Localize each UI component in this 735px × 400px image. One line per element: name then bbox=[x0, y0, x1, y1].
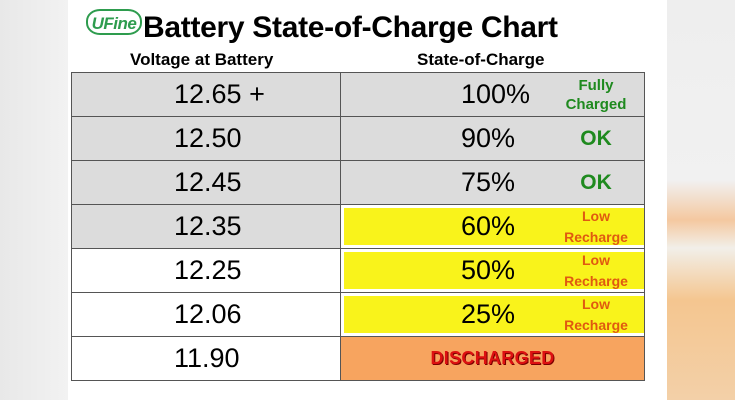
status-label: Low Recharge bbox=[551, 206, 641, 248]
chart-panel: UFine Battery State-of-Charge Chart Volt… bbox=[68, 0, 667, 400]
charge-cell: 25% Low Recharge bbox=[341, 293, 645, 336]
status-label: Low Recharge bbox=[551, 294, 641, 336]
table-row: 12.65 + 100% Fully Charged bbox=[72, 73, 645, 117]
charge-percent: 90% bbox=[461, 123, 516, 153]
table-row: 12.35 60% Low Recharge bbox=[72, 205, 645, 249]
charge-percent: 60% bbox=[461, 211, 516, 241]
status-label: Fully Charged bbox=[551, 76, 641, 114]
status-label: OK bbox=[580, 127, 612, 150]
table-row: 12.45 75% OK bbox=[72, 161, 645, 205]
highlight-box bbox=[344, 296, 644, 333]
status-line-1: Low bbox=[582, 295, 610, 312]
charge-cell: 100% Fully Charged bbox=[341, 73, 645, 116]
status-line-2: Recharge bbox=[564, 316, 628, 333]
background-right bbox=[667, 0, 735, 400]
voltage-cell: 12.45 bbox=[72, 161, 341, 204]
voltage-cell: 12.35 bbox=[72, 205, 341, 248]
status-label: OK bbox=[580, 171, 612, 194]
charge-percent: 25% bbox=[461, 299, 516, 329]
voltage-cell: 12.50 bbox=[72, 117, 341, 160]
charge-percent: 50% bbox=[461, 255, 516, 285]
status-line-1: Low bbox=[582, 251, 610, 268]
status-line-2: Charged bbox=[565, 95, 627, 113]
ufine-logo: UFine bbox=[86, 9, 142, 35]
voltage-cell: 11.90 bbox=[72, 337, 341, 380]
voltage-cell: 12.06 bbox=[72, 293, 341, 336]
table-row: 12.25 50% Low Recharge bbox=[72, 249, 645, 293]
discharged-label: DISCHARGED bbox=[430, 348, 555, 368]
table-row: 12.50 90% OK bbox=[72, 117, 645, 161]
status-label: Low Recharge bbox=[551, 250, 641, 292]
charge-cell: 90% OK bbox=[341, 117, 645, 160]
charge-cell: 75% OK bbox=[341, 161, 645, 204]
column-header-charge: State-of-Charge bbox=[417, 50, 545, 69]
status-line-1: Low bbox=[582, 207, 610, 224]
status-line-2: Recharge bbox=[564, 228, 628, 245]
voltage-cell: 12.65 + bbox=[72, 73, 341, 116]
highlight-box bbox=[344, 208, 644, 245]
charge-percent: 75% bbox=[461, 167, 516, 197]
table-row: 12.06 25% Low Recharge bbox=[72, 293, 645, 337]
charge-cell: 50% Low Recharge bbox=[341, 249, 645, 292]
table-row: 11.90 DISCHARGED bbox=[72, 337, 645, 381]
charge-percent: 100% bbox=[461, 79, 531, 109]
status-line-1: Fully bbox=[578, 76, 614, 94]
background-left bbox=[0, 0, 68, 400]
column-header-voltage: Voltage at Battery bbox=[130, 50, 274, 69]
voltage-cell: 12.25 bbox=[72, 249, 341, 292]
charge-cell: DISCHARGED bbox=[341, 337, 645, 380]
status-line-2: Recharge bbox=[564, 272, 628, 289]
charge-table: 12.65 + 100% Fully Charged 12.50 90% OK … bbox=[71, 72, 645, 381]
charge-cell: 60% Low Recharge bbox=[341, 205, 645, 248]
page-title: Battery State-of-Charge Chart bbox=[143, 11, 558, 44]
highlight-box bbox=[344, 252, 644, 289]
